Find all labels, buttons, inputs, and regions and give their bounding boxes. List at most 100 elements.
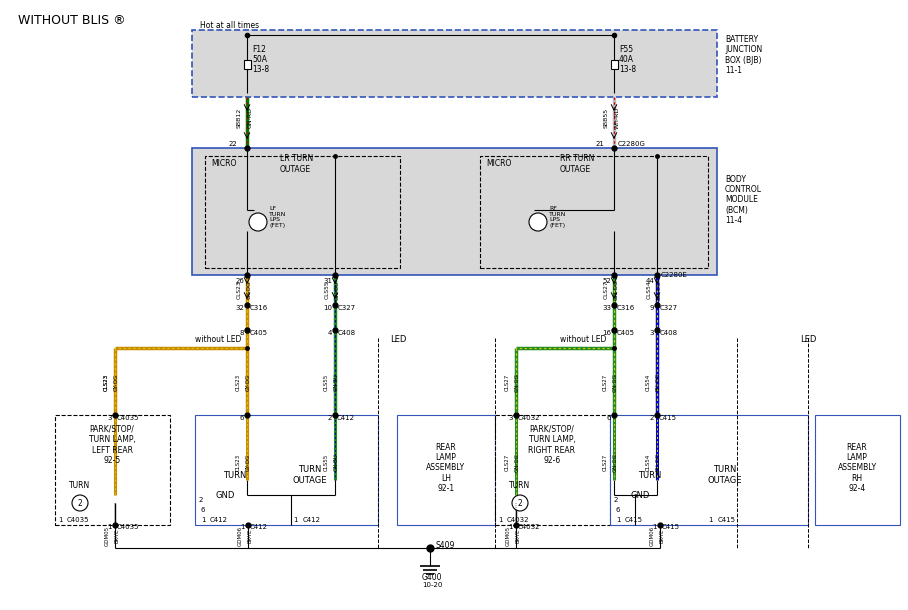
Text: C4035: C4035: [117, 524, 140, 530]
Text: CLS55: CLS55: [323, 373, 329, 390]
Text: TURN: TURN: [638, 470, 662, 479]
Text: C2280E: C2280E: [661, 272, 688, 278]
Text: 13-8: 13-8: [252, 65, 269, 74]
Text: 1: 1: [653, 524, 657, 530]
Bar: [192, 148, 717, 275]
Text: CLS23: CLS23: [235, 453, 241, 471]
Text: BU-OG: BU-OG: [656, 280, 662, 300]
Text: GDM06: GDM06: [649, 526, 655, 546]
Text: 40A: 40A: [619, 56, 634, 65]
Text: C412: C412: [250, 524, 268, 530]
Text: C327: C327: [338, 305, 356, 311]
Text: 13-8: 13-8: [619, 65, 637, 74]
Text: 9: 9: [649, 305, 654, 311]
Text: C412: C412: [303, 517, 321, 523]
Text: REAR
LAMP
ASSEMBLY
LH
92-1: REAR LAMP ASSEMBLY LH 92-1: [427, 443, 466, 493]
Text: 1: 1: [58, 517, 63, 523]
Text: GN-OG: GN-OG: [613, 453, 617, 472]
Text: BODY
CONTROL
MODULE
(BCM)
11-4: BODY CONTROL MODULE (BCM) 11-4: [725, 174, 762, 225]
Text: C405: C405: [617, 330, 635, 336]
Text: 31: 31: [323, 278, 332, 284]
Text: GN-RD: GN-RD: [248, 107, 252, 129]
Text: GY-OG: GY-OG: [246, 281, 252, 300]
Text: WH-RD: WH-RD: [615, 107, 619, 129]
Bar: [55, 415, 170, 525]
Bar: [480, 156, 708, 268]
Text: 1: 1: [241, 524, 245, 530]
Text: PARK/STOP/
TURN LAMP,
RIGHT REAR
92-6: PARK/STOP/ TURN LAMP, RIGHT REAR 92-6: [528, 425, 576, 465]
Text: C4032: C4032: [518, 415, 540, 421]
Text: MICRO: MICRO: [211, 159, 236, 168]
Text: GN-OG: GN-OG: [613, 373, 617, 392]
Text: 4: 4: [328, 330, 332, 336]
Text: GY-OG: GY-OG: [114, 373, 119, 390]
Text: GDM06: GDM06: [238, 526, 242, 546]
Text: C4032: C4032: [507, 517, 529, 523]
Text: GN-OG: GN-OG: [515, 373, 519, 392]
Text: C415: C415: [659, 415, 677, 421]
Circle shape: [529, 213, 547, 231]
Text: 3: 3: [649, 330, 654, 336]
Text: C4035: C4035: [67, 517, 90, 523]
Text: GY-OG: GY-OG: [245, 373, 251, 390]
Text: BATTERY
JUNCTION
BOX (BJB)
11-1: BATTERY JUNCTION BOX (BJB) 11-1: [725, 35, 762, 75]
Text: 44: 44: [646, 278, 654, 284]
Text: 1: 1: [508, 524, 513, 530]
Circle shape: [512, 495, 528, 511]
Text: C316: C316: [250, 305, 268, 311]
Text: C415: C415: [718, 517, 736, 523]
Text: CLS55: CLS55: [324, 281, 330, 300]
Bar: [205, 156, 400, 268]
Text: CLS55: CLS55: [323, 453, 329, 471]
Text: 1: 1: [616, 517, 620, 523]
Text: 2: 2: [649, 415, 654, 421]
Text: CLS27: CLS27: [505, 373, 509, 390]
Text: 2: 2: [328, 415, 332, 421]
Text: RF
TURN
LPS
(FET): RF TURN LPS (FET): [549, 206, 567, 228]
Bar: [397, 415, 495, 525]
Text: GDM05: GDM05: [506, 526, 510, 546]
Text: BU-OG: BU-OG: [656, 453, 660, 471]
Text: GND: GND: [630, 490, 650, 500]
Text: BU-OG: BU-OG: [656, 373, 660, 391]
Text: 33: 33: [602, 305, 611, 311]
Text: 3: 3: [508, 415, 513, 421]
Text: PARK/STOP/
TURN LAMP,
LEFT REAR
92-5: PARK/STOP/ TURN LAMP, LEFT REAR 92-5: [89, 425, 135, 465]
Text: LED: LED: [800, 336, 816, 345]
Text: C412: C412: [210, 517, 228, 523]
Text: CLS23: CLS23: [104, 373, 108, 390]
Text: 16: 16: [602, 330, 611, 336]
Text: CLS27: CLS27: [505, 453, 509, 471]
Text: 2: 2: [614, 497, 618, 503]
Text: S409: S409: [435, 542, 454, 550]
Circle shape: [249, 213, 267, 231]
Text: CLS54: CLS54: [646, 453, 650, 471]
Text: BK-YE: BK-YE: [659, 529, 665, 544]
Bar: [195, 415, 378, 525]
Text: C4035: C4035: [117, 415, 140, 421]
Text: BK-YE: BK-YE: [114, 529, 120, 544]
Text: MICRO: MICRO: [486, 159, 511, 168]
Text: G400: G400: [422, 573, 442, 583]
Text: C405: C405: [250, 330, 268, 336]
Text: GN-BU: GN-BU: [333, 453, 339, 471]
Text: TURN: TURN: [509, 481, 530, 489]
Text: REAR
LAMP
ASSEMBLY
RH
92-4: REAR LAMP ASSEMBLY RH 92-4: [837, 443, 876, 493]
Text: 6: 6: [240, 415, 244, 421]
Text: CLS23: CLS23: [236, 281, 242, 300]
Bar: [243, 60, 251, 68]
Bar: [495, 415, 610, 525]
Text: C2280G: C2280G: [618, 141, 646, 147]
Text: 1: 1: [292, 517, 297, 523]
Text: 10-20: 10-20: [422, 582, 442, 588]
Text: GN-OG: GN-OG: [614, 280, 618, 300]
Text: 3: 3: [107, 415, 112, 421]
Text: 2: 2: [77, 498, 83, 508]
Text: 1: 1: [107, 524, 112, 530]
Text: BK-YE: BK-YE: [248, 529, 252, 544]
Bar: [610, 415, 808, 525]
Text: C415: C415: [625, 517, 643, 523]
Text: F12: F12: [252, 46, 266, 54]
Text: RR TURN
OUTAGE: RR TURN OUTAGE: [560, 154, 595, 174]
Text: CLS23: CLS23: [235, 373, 241, 390]
